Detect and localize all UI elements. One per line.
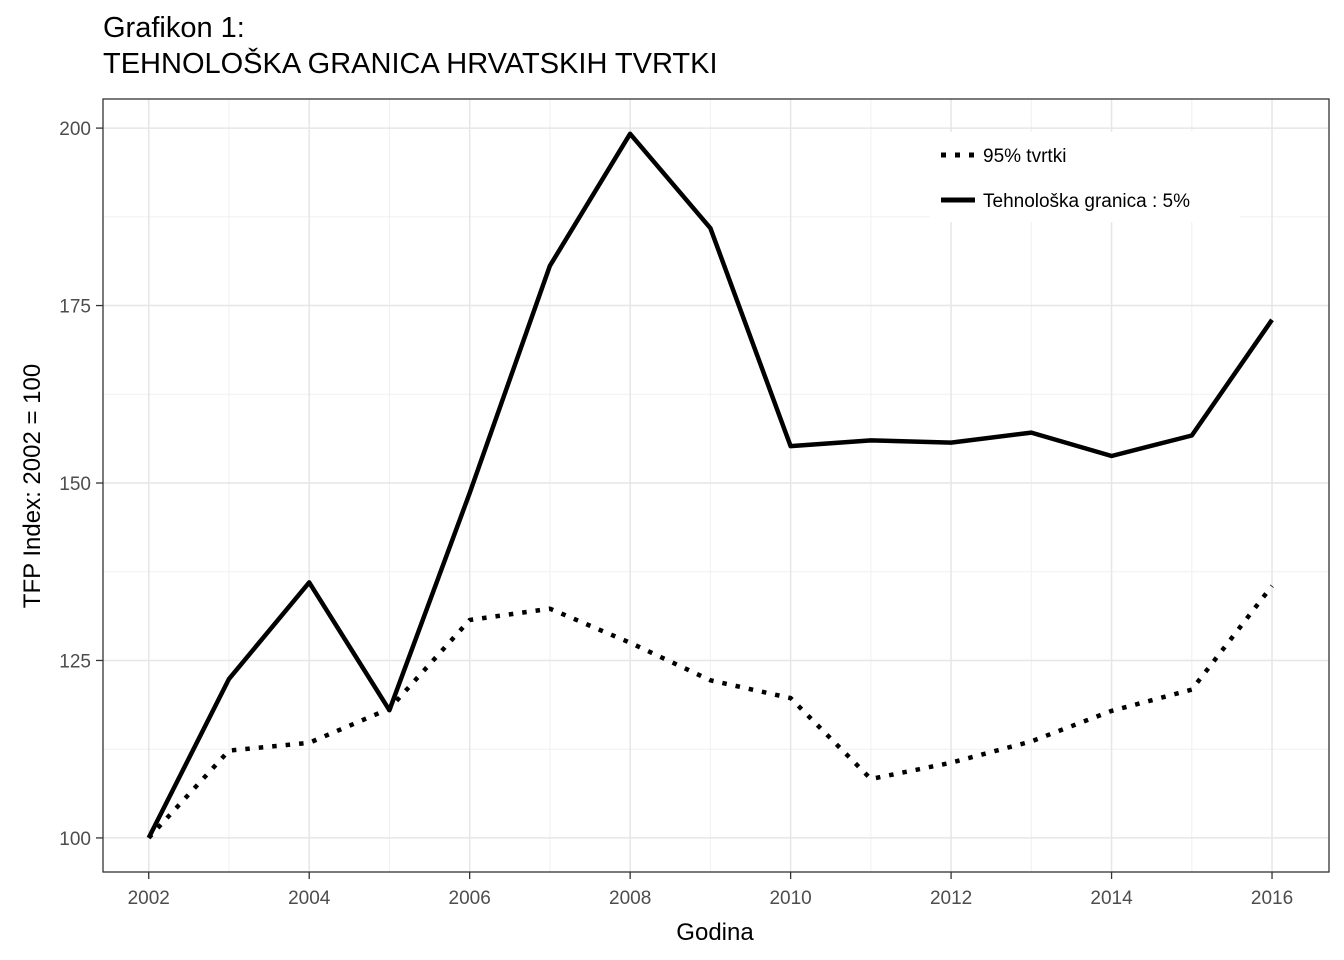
- axes: 2002 2004 2006 2008 2010 2012 2014 2016 100 125 15…: [59, 119, 1293, 909]
- y-tick-label: 100: [59, 829, 91, 850]
- legend-background: [930, 132, 1240, 222]
- x-tick-label: 2010: [769, 888, 811, 909]
- legend: 95% tvrtki Tehnološka granica : 5%: [930, 132, 1240, 222]
- x-tick-label: 2012: [930, 888, 972, 909]
- series-line-frontier: [146, 131, 1274, 839]
- chart-title-line1: Grafikon 1:: [103, 12, 245, 44]
- series-layer: [146, 131, 1274, 840]
- panel-border: [102, 98, 1330, 873]
- x-tick-label: 2014: [1090, 888, 1133, 909]
- x-tick-label: 2008: [609, 888, 651, 909]
- y-tick-label: 125: [59, 651, 91, 672]
- legend-label-95-percent: 95% tvrtki: [983, 146, 1066, 167]
- y-axis-title: TFP Index: 2002 = 100: [19, 364, 46, 608]
- chart-title-line2: TEHNOLOŠKA GRANICA HRVATSKIH TVRTKI: [103, 48, 718, 80]
- x-tick-label: 2016: [1251, 888, 1293, 909]
- x-tick-label: 2002: [128, 888, 170, 909]
- y-tick-label: 175: [59, 297, 91, 318]
- series-line-95-percent: [147, 584, 1274, 840]
- x-tick-label: 2006: [449, 888, 491, 909]
- x-tick-label: 2004: [288, 888, 331, 909]
- x-axis-title: Godina: [676, 919, 754, 946]
- grid: [103, 99, 1329, 872]
- y-tick-label: 200: [59, 119, 91, 140]
- chart-title: Grafikon 1: TEHNOLOŠKA GRANICA HRVATSKIH…: [103, 10, 718, 82]
- y-tick-label: 150: [59, 474, 91, 495]
- legend-label-frontier: Tehnološka granica : 5%: [983, 191, 1190, 212]
